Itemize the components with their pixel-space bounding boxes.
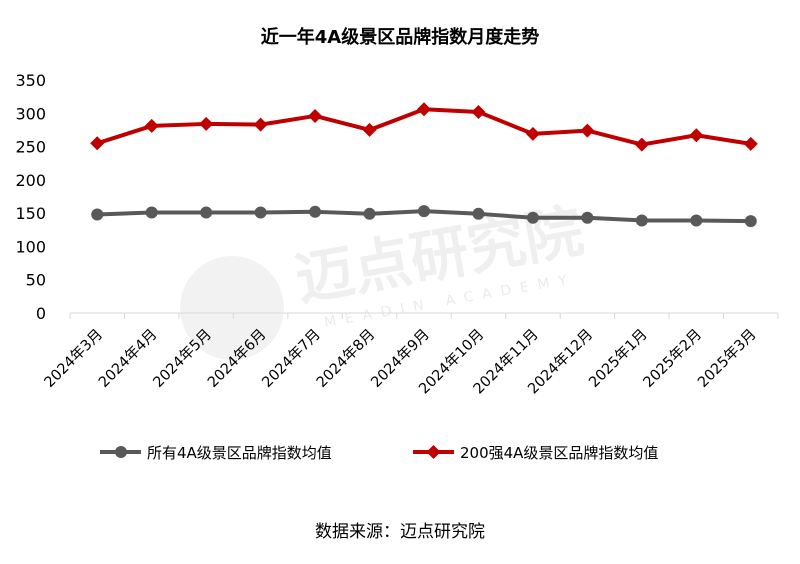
y-tick-label: 250	[15, 138, 46, 157]
data-point	[418, 205, 430, 218]
y-tick-label: 0	[36, 304, 46, 323]
data-point	[145, 206, 158, 219]
data-point	[744, 215, 757, 228]
y-tick-label: 150	[15, 204, 46, 223]
data-point	[91, 208, 104, 221]
watermark-logo-icon	[180, 256, 284, 360]
legend-label-top200: 200强4A级景区品牌指数均值	[460, 444, 658, 462]
data-point	[580, 123, 595, 138]
data-point	[525, 126, 540, 141]
data-point	[308, 108, 323, 123]
data-point	[689, 128, 704, 143]
y-tick-label: 300	[15, 104, 46, 123]
data-point	[417, 102, 431, 117]
data-point	[635, 214, 648, 227]
data-point	[363, 207, 376, 220]
data-point	[144, 118, 159, 133]
legend: 所有4A级景区品牌指数均值 200强4A级景区品牌指数均值	[100, 444, 658, 462]
data-point	[526, 211, 539, 224]
data-point	[690, 214, 703, 227]
data-point	[362, 122, 377, 137]
y-axis: 350 300 250 200 150 100 50 0	[15, 71, 46, 323]
y-tick-label: 50	[26, 271, 46, 290]
chart-title: 近一年4A级景区品牌指数月度走势	[261, 26, 539, 48]
series-group	[90, 102, 758, 228]
data-point	[634, 137, 649, 152]
legend-marker-all	[115, 446, 127, 458]
y-tick-label: 200	[15, 171, 46, 190]
data-point	[581, 211, 594, 224]
x-tick-label: 2025年3月	[694, 326, 759, 391]
x-axis: 2024年3月2024年4月2024年5月2024年6月2024年7月2024年…	[41, 313, 779, 397]
legend-label-all: 所有4A级景区品牌指数均值	[147, 444, 332, 462]
data-point	[200, 206, 213, 219]
data-point	[309, 205, 322, 218]
data-point	[254, 206, 267, 219]
data-point	[253, 117, 268, 132]
data-point	[199, 116, 214, 131]
y-tick-label: 350	[15, 71, 46, 90]
data-point	[90, 136, 105, 151]
y-tick-label: 100	[15, 237, 46, 256]
legend-marker-top200	[426, 445, 441, 459]
data-point	[472, 207, 485, 220]
source-note: 数据来源：迈点研究院	[315, 522, 485, 542]
data-point	[743, 136, 758, 151]
data-point	[471, 104, 486, 119]
